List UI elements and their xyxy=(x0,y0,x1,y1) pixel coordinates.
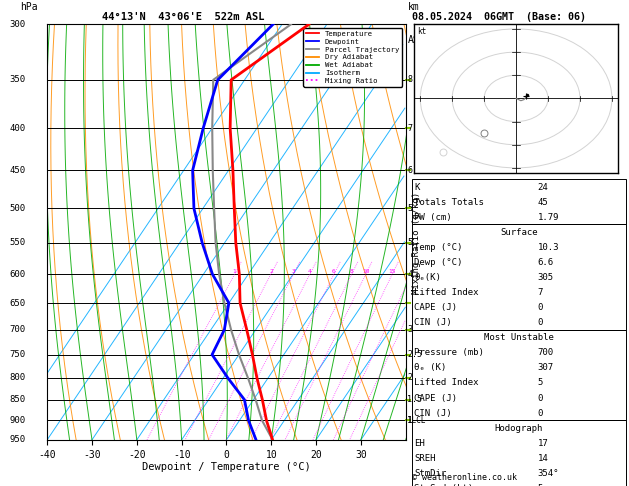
Legend: Temperature, Dewpoint, Parcel Trajectory, Dry Adiabat, Wet Adiabat, Isotherm, Mi: Temperature, Dewpoint, Parcel Trajectory… xyxy=(303,28,402,87)
Text: 0: 0 xyxy=(538,303,543,312)
Text: hPa: hPa xyxy=(20,2,38,12)
Text: SREH: SREH xyxy=(414,454,435,463)
Text: θₑ(K): θₑ(K) xyxy=(414,273,441,282)
Text: 10: 10 xyxy=(362,269,370,274)
Text: 15: 15 xyxy=(389,269,396,274)
Text: 1LCL: 1LCL xyxy=(408,416,426,425)
Text: Most Unstable: Most Unstable xyxy=(484,333,554,342)
Text: Lifted Index: Lifted Index xyxy=(414,379,479,387)
Text: 307: 307 xyxy=(538,364,554,372)
Text: 5: 5 xyxy=(408,238,413,247)
Text: Totals Totals: Totals Totals xyxy=(414,198,484,207)
Text: 45: 45 xyxy=(538,198,548,207)
Text: 450: 450 xyxy=(9,166,26,175)
Text: CIN (J): CIN (J) xyxy=(414,318,452,327)
Text: 4: 4 xyxy=(408,270,413,278)
Text: Surface: Surface xyxy=(500,228,538,237)
Text: 750: 750 xyxy=(9,350,26,359)
Text: kt: kt xyxy=(417,27,426,35)
Text: 400: 400 xyxy=(9,123,26,133)
Text: km: km xyxy=(408,2,420,12)
Text: Lifted Index: Lifted Index xyxy=(414,288,479,297)
Text: 1: 1 xyxy=(233,269,237,274)
Text: ASL: ASL xyxy=(408,35,425,45)
Text: CAPE (J): CAPE (J) xyxy=(414,303,457,312)
Text: θₑ (K): θₑ (K) xyxy=(414,364,446,372)
Text: 3: 3 xyxy=(291,269,295,274)
Text: 4: 4 xyxy=(308,269,312,274)
Text: 2: 2 xyxy=(269,269,273,274)
Text: © weatheronline.co.uk: © weatheronline.co.uk xyxy=(412,473,517,482)
Text: 6.6: 6.6 xyxy=(538,258,554,267)
Text: 6: 6 xyxy=(332,269,336,274)
Text: 8: 8 xyxy=(408,75,413,85)
Text: 0: 0 xyxy=(538,394,543,402)
Text: 300: 300 xyxy=(9,20,26,29)
Text: 305: 305 xyxy=(538,273,554,282)
Text: 3: 3 xyxy=(408,325,413,334)
Text: Mixing Ratio (g/kg): Mixing Ratio (g/kg) xyxy=(412,192,421,294)
Text: 0: 0 xyxy=(538,409,543,417)
Text: Hodograph: Hodograph xyxy=(495,424,543,433)
Text: CIN (J): CIN (J) xyxy=(414,409,452,417)
Text: 950: 950 xyxy=(9,435,26,444)
Text: 1.5: 1.5 xyxy=(408,395,423,404)
Text: 2: 2 xyxy=(408,373,413,382)
Text: 10.3: 10.3 xyxy=(538,243,559,252)
Text: 14: 14 xyxy=(538,454,548,463)
Text: Temp (°C): Temp (°C) xyxy=(414,243,462,252)
Text: CAPE (J): CAPE (J) xyxy=(414,394,457,402)
Text: 1.79: 1.79 xyxy=(538,213,559,222)
Text: 6: 6 xyxy=(408,166,413,175)
Text: PW (cm): PW (cm) xyxy=(414,213,452,222)
Text: 5: 5 xyxy=(538,484,543,486)
Text: 5: 5 xyxy=(408,204,413,213)
Text: 1: 1 xyxy=(408,416,413,425)
Text: EH: EH xyxy=(414,439,425,448)
Text: Dewp (°C): Dewp (°C) xyxy=(414,258,462,267)
Text: 08.05.2024  06GMT  (Base: 06): 08.05.2024 06GMT (Base: 06) xyxy=(412,12,586,22)
Text: StmDir: StmDir xyxy=(414,469,446,478)
Text: 2.5: 2.5 xyxy=(408,350,423,359)
Text: 800: 800 xyxy=(9,373,26,382)
Text: StmSpd (kt): StmSpd (kt) xyxy=(414,484,473,486)
Text: 7: 7 xyxy=(538,288,543,297)
Text: 700: 700 xyxy=(9,325,26,334)
Text: Pressure (mb): Pressure (mb) xyxy=(414,348,484,357)
Text: 850: 850 xyxy=(9,395,26,404)
Text: K: K xyxy=(414,183,420,191)
Text: 8: 8 xyxy=(350,269,353,274)
Text: 600: 600 xyxy=(9,270,26,278)
Text: 24: 24 xyxy=(538,183,548,191)
Text: 900: 900 xyxy=(9,416,26,425)
X-axis label: Dewpoint / Temperature (°C): Dewpoint / Temperature (°C) xyxy=(142,462,311,472)
Text: 700: 700 xyxy=(538,348,554,357)
Text: 17: 17 xyxy=(538,439,548,448)
Text: 5: 5 xyxy=(538,379,543,387)
Text: 7: 7 xyxy=(408,123,413,133)
Text: 0: 0 xyxy=(538,318,543,327)
Text: 650: 650 xyxy=(9,298,26,308)
Text: 550: 550 xyxy=(9,238,26,247)
Text: 354°: 354° xyxy=(538,469,559,478)
Text: 500: 500 xyxy=(9,204,26,213)
Text: 350: 350 xyxy=(9,75,26,85)
Title: 44°13'N  43°06'E  522m ASL: 44°13'N 43°06'E 522m ASL xyxy=(102,12,265,22)
